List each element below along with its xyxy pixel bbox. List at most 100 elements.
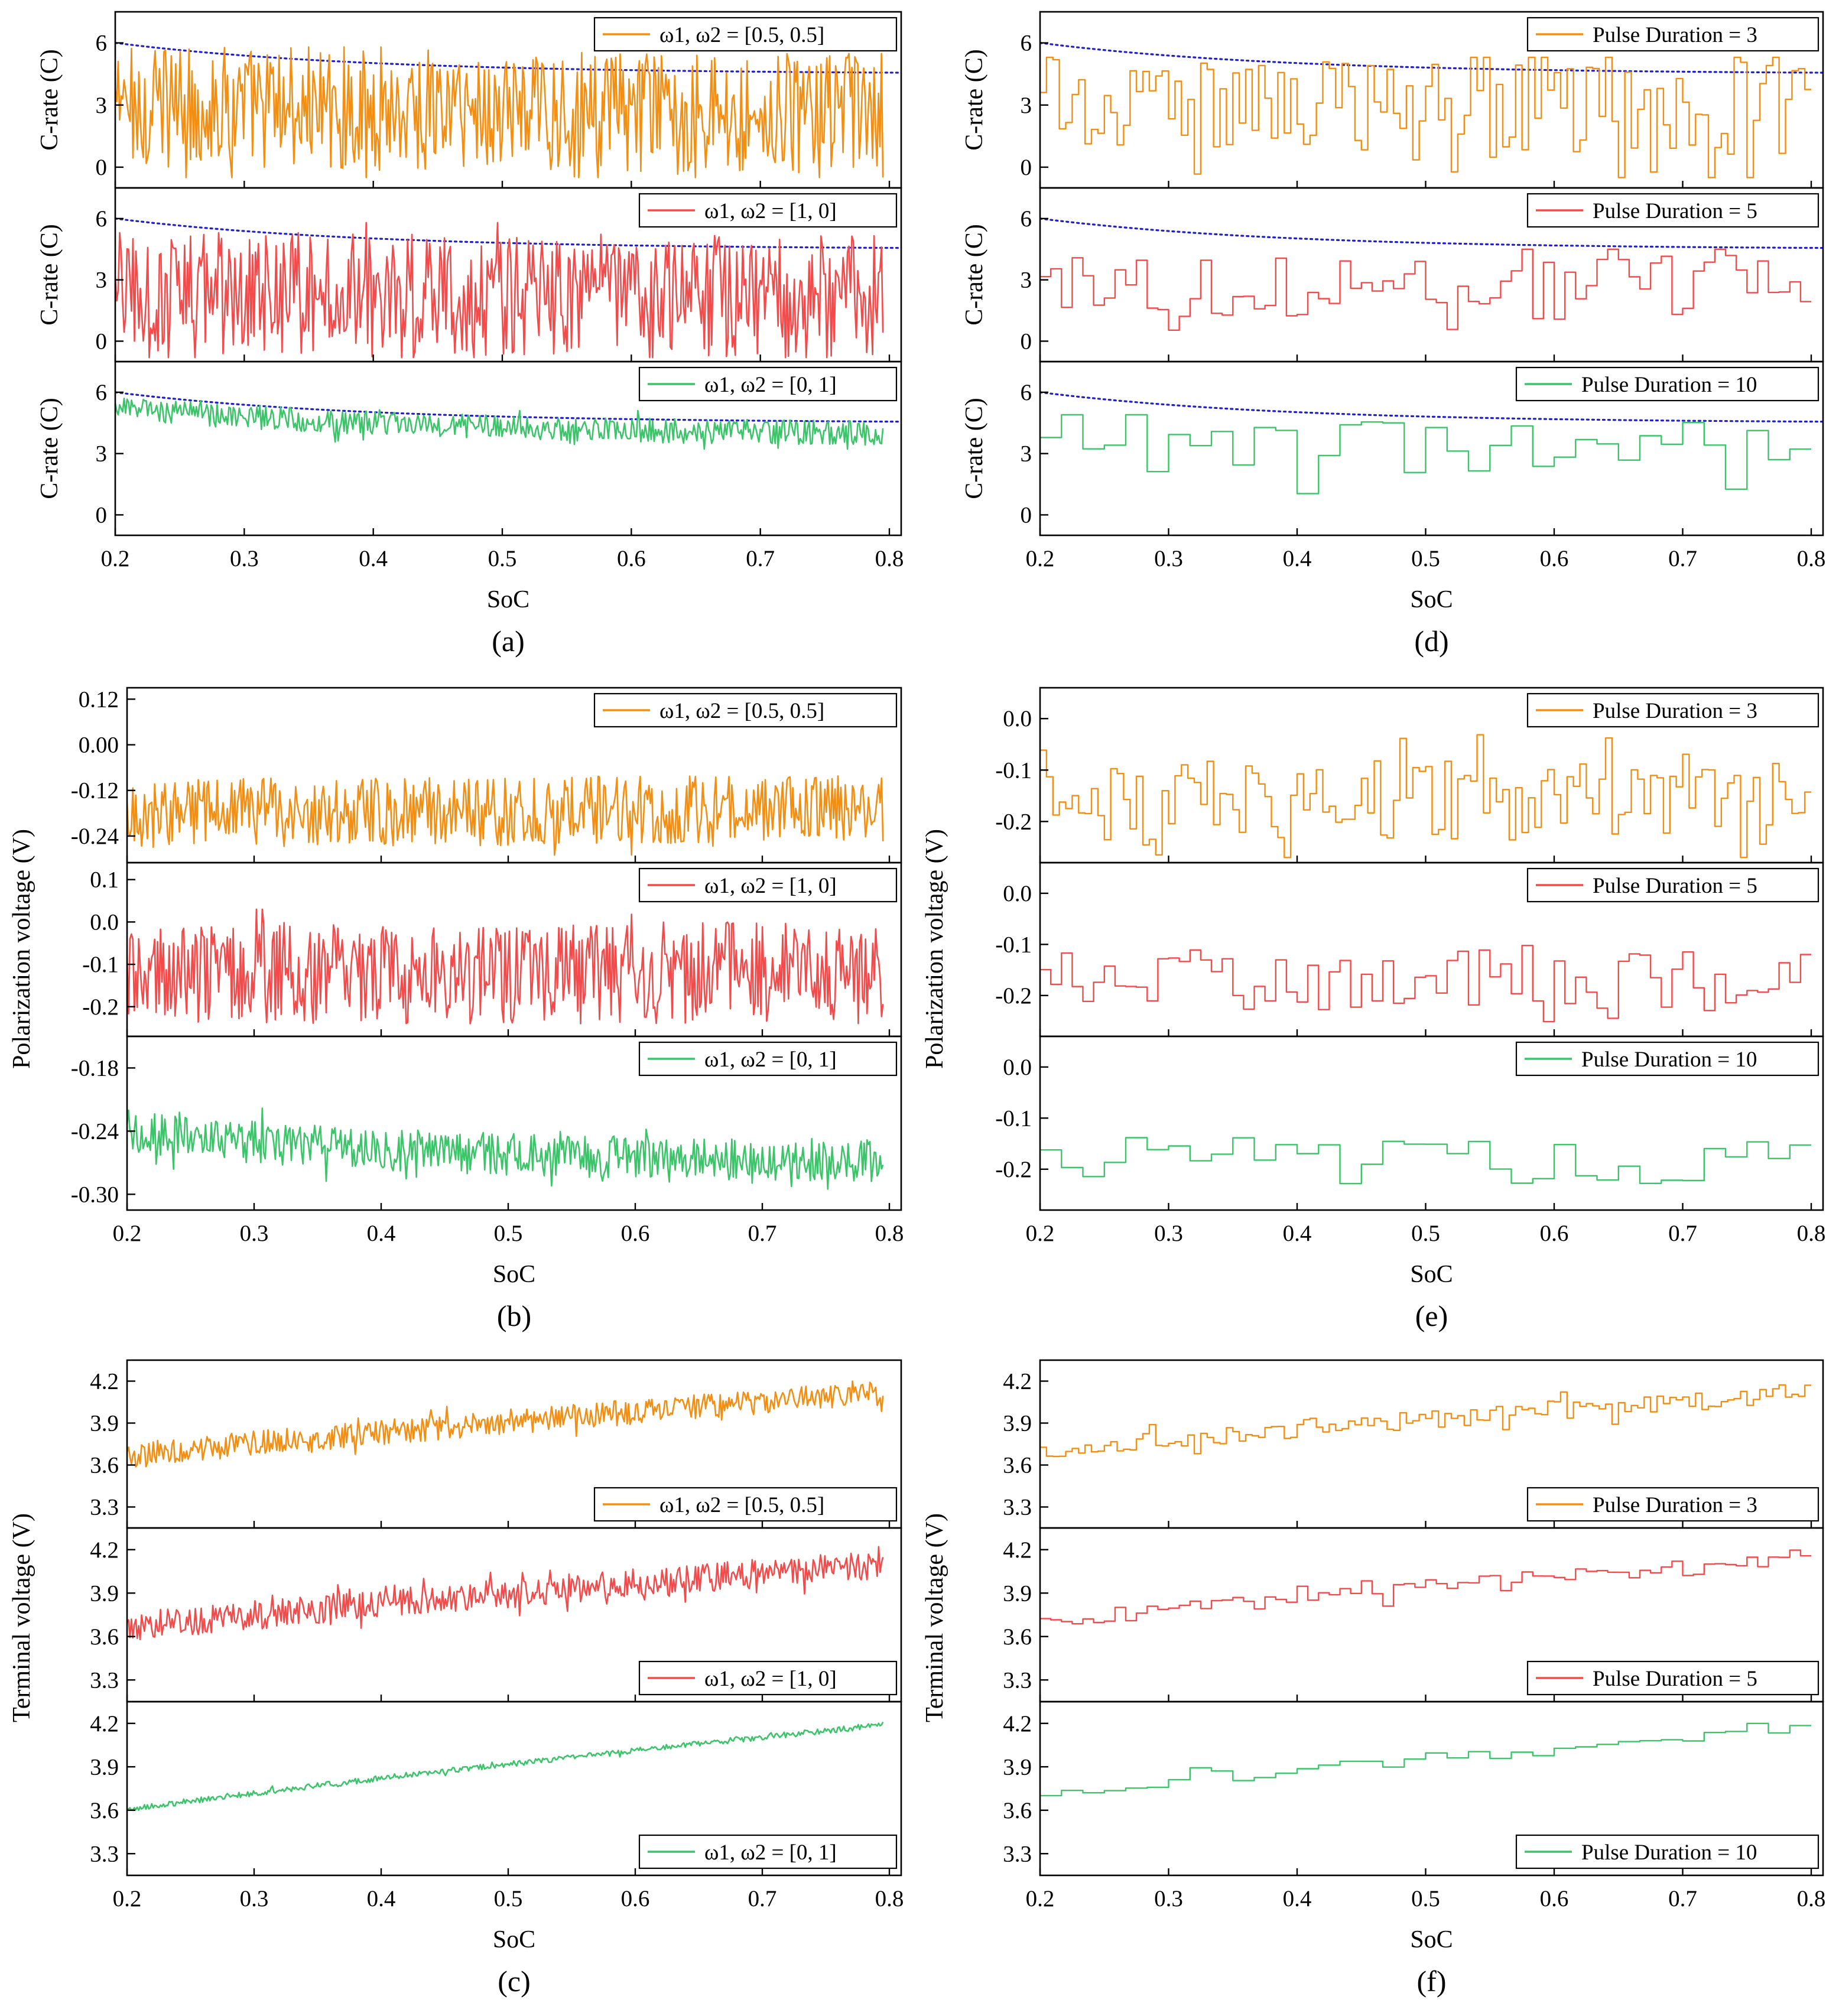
y-tick-label: 0.0 bbox=[1003, 706, 1032, 731]
x-tick-label: 0.5 bbox=[1411, 1886, 1440, 1911]
y-tick-label: 3.3 bbox=[1003, 1495, 1032, 1520]
panel-label: (a) bbox=[492, 625, 525, 658]
x-tick-label: 0.2 bbox=[113, 1886, 142, 1911]
subplot-e-1: -0.2 -0.1 0.0 Pulse Duration = 3 bbox=[995, 687, 1824, 864]
y-axis-title: C-rate (C) bbox=[961, 224, 988, 325]
legend: ω1, ω2 = [0, 1] bbox=[638, 1041, 898, 1077]
x-tick-label: 0.6 bbox=[1540, 1221, 1569, 1246]
y-tick-label: 6 bbox=[96, 206, 108, 232]
x-tick-label: 0.5 bbox=[488, 546, 517, 571]
series-line-green bbox=[1040, 1722, 1811, 1797]
series-line-red bbox=[1040, 248, 1811, 331]
y-tick-label: 0 bbox=[1021, 155, 1032, 180]
x-tick-label: 0.6 bbox=[1540, 546, 1569, 571]
y-tick-label: 6 bbox=[96, 31, 108, 56]
x-tick-label: 0.5 bbox=[1411, 546, 1440, 571]
legend-label: Pulse Duration = 5 bbox=[1593, 1667, 1757, 1691]
y-tick-label: 3.6 bbox=[1003, 1798, 1032, 1823]
series-line-orange bbox=[1040, 1384, 1811, 1458]
y-tick-label: -0.2 bbox=[995, 983, 1032, 1009]
x-tick-label: 0.4 bbox=[367, 1886, 396, 1911]
y-tick-label: 0 bbox=[96, 502, 108, 528]
y-axis-title: Terminal voltage (V) bbox=[8, 1513, 35, 1722]
legend: ω1, ω2 = [1, 0] bbox=[638, 1660, 898, 1696]
y-tick-label: 3.9 bbox=[90, 1754, 119, 1780]
y-tick-label: -0.1 bbox=[82, 952, 119, 977]
y-tick-label: -0.12 bbox=[71, 778, 119, 804]
x-tick-label: 0.8 bbox=[875, 1886, 904, 1911]
series-line-red bbox=[1040, 1549, 1811, 1625]
legend: ω1, ω2 = [0, 1] bbox=[638, 1834, 898, 1869]
y-tick-label: 3.9 bbox=[90, 1581, 119, 1606]
y-axis-title: Polarization voltage (V) bbox=[8, 829, 35, 1069]
x-tick-label: 0.7 bbox=[746, 546, 775, 571]
y-tick-label: 0.00 bbox=[79, 733, 119, 758]
y-tick-label: 6 bbox=[96, 380, 108, 405]
y-axis-title: C-rate (C) bbox=[36, 398, 63, 499]
legend-label: ω1, ω2 = [0.5, 0.5] bbox=[659, 1493, 824, 1517]
subplot-d-1: 0 3 6 Pulse Duration = 3 bbox=[1021, 11, 1824, 189]
panel-label: (d) bbox=[1414, 625, 1448, 658]
series-line-green bbox=[115, 397, 884, 450]
y-tick-label: 3 bbox=[1021, 441, 1032, 467]
subplot-a-1: 0 3 6 ω1, ω2 = [0.5, 0.5] bbox=[96, 11, 902, 189]
x-tick-label: 0.2 bbox=[1026, 546, 1055, 571]
panel-label: (f) bbox=[1417, 1965, 1447, 1998]
legend-label: Pulse Duration = 3 bbox=[1593, 699, 1757, 723]
y-tick-label: 3.6 bbox=[1003, 1624, 1032, 1650]
y-tick-label: 3.3 bbox=[90, 1841, 119, 1867]
legend: ω1, ω2 = [0, 1] bbox=[638, 366, 898, 402]
x-tick-label: 0.5 bbox=[494, 1221, 523, 1246]
x-tick-label: 0.4 bbox=[1283, 1886, 1312, 1911]
series-line-red bbox=[1040, 945, 1811, 1023]
legend-label: Pulse Duration = 10 bbox=[1581, 1048, 1757, 1072]
x-tick-label: 0.3 bbox=[1154, 546, 1183, 571]
y-tick-label: 0 bbox=[96, 329, 108, 354]
legend: Pulse Duration = 5 bbox=[1526, 1660, 1819, 1696]
y-tick-label: 3.9 bbox=[90, 1411, 119, 1436]
legend-label: Pulse Duration = 10 bbox=[1581, 373, 1757, 397]
y-tick-label: 6 bbox=[1021, 31, 1032, 56]
y-axis-title: Terminal voltage (V) bbox=[921, 1513, 948, 1722]
y-tick-label: -0.1 bbox=[995, 757, 1032, 783]
plot-frame bbox=[126, 1035, 902, 1211]
x-tick-label: 0.3 bbox=[230, 546, 259, 571]
x-tick-label: 0.8 bbox=[1797, 1221, 1826, 1246]
x-tick-label: 0.5 bbox=[494, 1886, 523, 1911]
subplot-d-3: 0 3 6 Pulse Duration = 10 bbox=[1021, 360, 1824, 536]
y-tick-label: -0.1 bbox=[995, 1105, 1032, 1131]
panel-label: (e) bbox=[1415, 1299, 1448, 1332]
subplot-a-2: 0 3 6 ω1, ω2 = [1, 0] bbox=[96, 187, 902, 363]
y-tick-label: 0 bbox=[96, 155, 108, 180]
y-tick-label: 3 bbox=[1021, 93, 1032, 118]
x-tick-label: 0.8 bbox=[1797, 1886, 1826, 1911]
legend-label: ω1, ω2 = [1, 0] bbox=[704, 1667, 837, 1691]
y-tick-label: -0.30 bbox=[71, 1182, 119, 1207]
x-tick-label: 0.4 bbox=[1283, 546, 1312, 571]
x-tick-label: 0.2 bbox=[113, 1221, 142, 1246]
chart-b: -0.24-0.120.000.12 ω1, ω2 = [0.5, 0.5]-0.… bbox=[8, 687, 904, 1332]
y-tick-label: 0.1 bbox=[90, 867, 119, 893]
series-line-green bbox=[127, 1721, 884, 1811]
x-tick-label: 0.7 bbox=[1668, 1221, 1697, 1246]
x-tick-label: 0.7 bbox=[748, 1221, 777, 1246]
x-tick-label: 0.6 bbox=[621, 1886, 650, 1911]
x-axis-title: SoC bbox=[1410, 586, 1453, 613]
y-tick-label: 4.2 bbox=[1003, 1369, 1032, 1394]
y-tick-label: 6 bbox=[1021, 206, 1032, 232]
legend-label: Pulse Duration = 5 bbox=[1593, 199, 1757, 223]
x-tick-label: 0.7 bbox=[1668, 1886, 1697, 1911]
chart-a: 0 3 6 ω1, ω2 = [0.5, 0.5] 0 3 6 ω1, ω2 = [1, 0]… bbox=[36, 11, 904, 658]
legend: ω1, ω2 = [0.5, 0.5] bbox=[593, 692, 898, 728]
y-tick-label: 4.2 bbox=[90, 1711, 119, 1737]
legend-label: ω1, ω2 = [0, 1] bbox=[704, 1841, 837, 1865]
legend-label: Pulse Duration = 3 bbox=[1593, 23, 1757, 47]
y-tick-label: 3 bbox=[96, 268, 108, 293]
legend-label: ω1, ω2 = [0.5, 0.5] bbox=[659, 699, 824, 723]
y-tick-label: 3.9 bbox=[1003, 1581, 1032, 1606]
panel-label: (b) bbox=[497, 1299, 531, 1332]
subplot-a-3: 0 3 6 ω1, ω2 = [0, 1] bbox=[96, 360, 902, 536]
plot-frame bbox=[114, 360, 902, 536]
limit-curve bbox=[1040, 391, 1823, 423]
y-tick-label: -0.24 bbox=[71, 824, 119, 849]
